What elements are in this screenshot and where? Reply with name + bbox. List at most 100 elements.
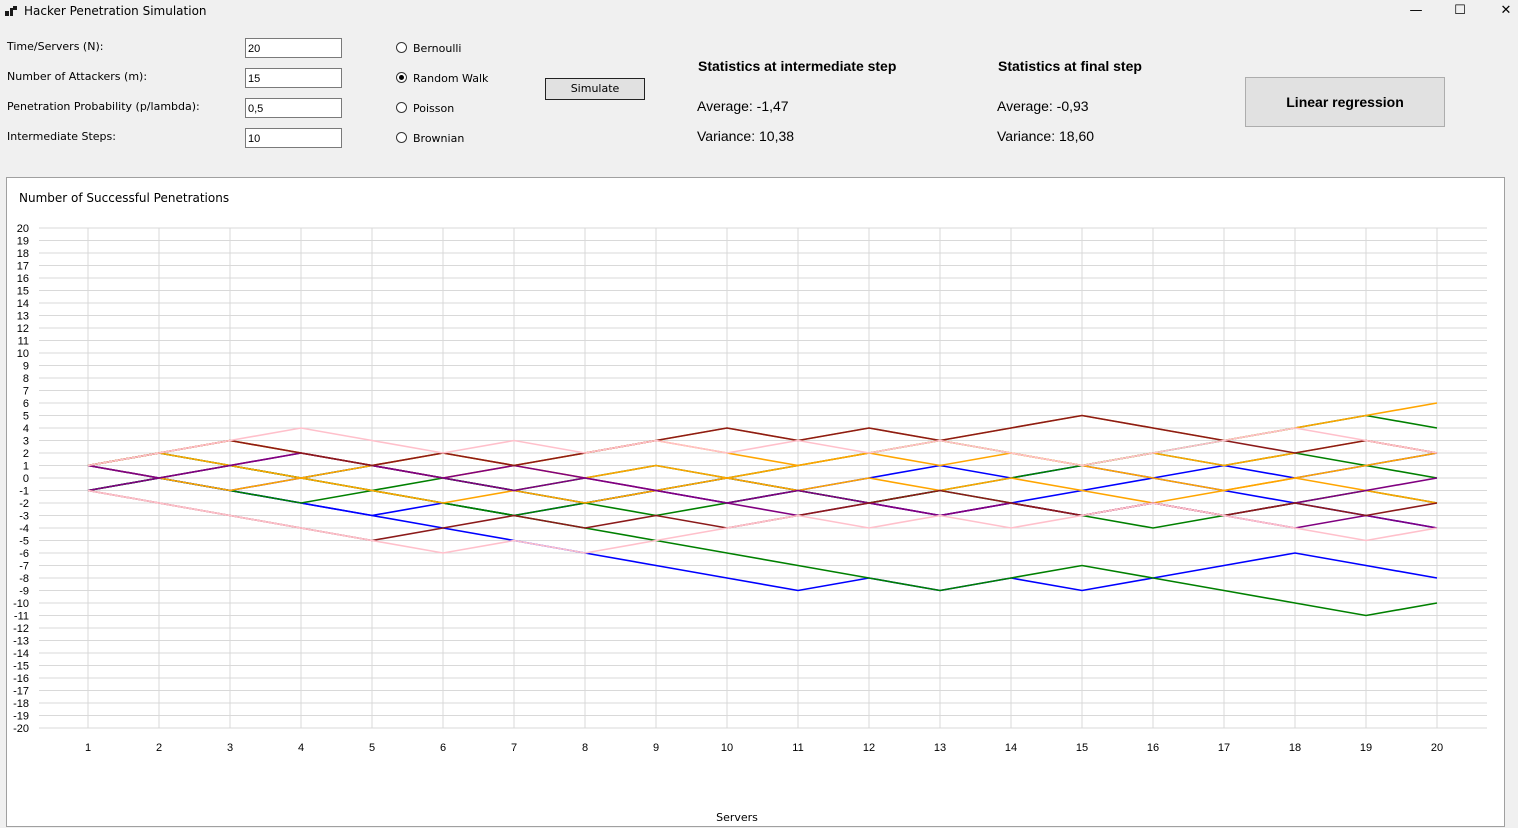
radio-brownian[interactable]: Brownian <box>396 132 464 145</box>
y-tick-label: 9 <box>23 361 29 373</box>
intermediate-stats-title: Statistics at intermediate step <box>698 58 897 74</box>
probability-input[interactable] <box>245 98 342 118</box>
y-tick-label: 7 <box>23 386 29 398</box>
close-button[interactable]: ✕ <box>1500 3 1512 18</box>
time-servers-label: Time/Servers (N): <box>7 40 104 53</box>
steps-input[interactable] <box>245 128 342 148</box>
series-line <box>87 452 1438 492</box>
y-tick-label: -7 <box>19 561 29 573</box>
x-tick-label: 12 <box>863 742 875 754</box>
y-tick-label: 6 <box>23 398 29 410</box>
y-tick-label: 18 <box>17 248 29 260</box>
x-tick-label: 13 <box>934 742 946 754</box>
y-tick-label: -14 <box>13 648 29 660</box>
title-bar: Hacker Penetration Simulation — ☐ ✕ <box>0 0 1518 24</box>
radio-poisson[interactable]: Poisson <box>396 102 454 115</box>
y-tick-label: 10 <box>17 348 29 360</box>
radio-label: Poisson <box>413 102 455 115</box>
y-tick-label: 3 <box>23 436 29 448</box>
final-average: Average: -0,93 <box>997 98 1089 114</box>
radio-label: Random Walk <box>413 72 489 85</box>
y-tick-label: -20 <box>13 723 29 735</box>
y-tick-label: -8 <box>19 573 29 585</box>
attackers-label: Number of Attackers (m): <box>7 70 148 83</box>
final-stats-title: Statistics at final step <box>998 58 1142 74</box>
x-tick-label: 5 <box>369 742 375 754</box>
x-tick-label: 8 <box>582 742 588 754</box>
y-tick-label: -17 <box>13 686 29 698</box>
y-tick-label: -15 <box>13 661 29 673</box>
steps-label: Intermediate Steps: <box>7 130 116 143</box>
series-line <box>87 427 1438 467</box>
y-tick-label: -10 <box>13 598 29 610</box>
minimize-button[interactable]: — <box>1409 3 1423 18</box>
x-tick-label: 6 <box>440 742 446 754</box>
radio-selected-icon <box>396 72 407 83</box>
y-tick-label: -6 <box>19 548 29 560</box>
radio-bernoulli[interactable]: Bernoulli <box>396 42 462 55</box>
final-variance: Variance: 18,60 <box>997 128 1095 144</box>
x-tick-label: 20 <box>1431 742 1443 754</box>
y-tick-label: 11 <box>18 336 29 348</box>
y-tick-label: -13 <box>13 636 29 648</box>
app-icon <box>5 6 17 18</box>
penetration-chart: -20-19-18-17-16-15-14-13-12-11-10-9-8-7-… <box>13 191 1487 824</box>
series-line <box>87 464 1438 504</box>
y-tick-label: -16 <box>13 673 29 685</box>
y-tick-label: 5 <box>23 411 29 423</box>
radio-circle-icon <box>396 42 407 53</box>
probability-label: Penetration Probability (p/lambda): <box>7 100 200 113</box>
x-tick-label: 10 <box>721 742 733 754</box>
x-tick-label: 17 <box>1218 742 1230 754</box>
chart-title: Number of Successful Penetrations <box>19 191 229 205</box>
y-tick-label: -18 <box>13 698 29 710</box>
y-tick-label: 4 <box>23 423 29 435</box>
y-tick-label: -1 <box>19 486 29 498</box>
x-tick-label: 15 <box>1076 742 1088 754</box>
y-tick-label: -3 <box>19 511 29 523</box>
y-tick-label: -19 <box>13 711 29 723</box>
x-tick-label: 1 <box>85 742 91 754</box>
y-tick-label: 8 <box>23 373 29 385</box>
x-axis-label: Servers <box>716 811 758 824</box>
radio-label: Bernoulli <box>413 42 462 55</box>
radio-circle-icon <box>396 132 407 143</box>
intermediate-average: Average: -1,47 <box>697 98 789 114</box>
y-tick-label: 2 <box>23 448 29 460</box>
chart-panel: -20 -19 -18 -17 -16 -15 -14 -13 -12 -11 -10 -9 -8 -7-… <box>6 177 1505 827</box>
y-tick-label: 20 <box>17 223 29 235</box>
attackers-input[interactable] <box>245 68 342 88</box>
y-tick-label: -12 <box>13 623 29 635</box>
x-tick-label: 7 <box>511 742 517 754</box>
series-line <box>87 414 1438 467</box>
y-tick-label: 15 <box>17 286 29 298</box>
x-tick-label: 3 <box>227 742 233 754</box>
simulate-button[interactable]: Simulate <box>545 78 645 100</box>
x-tick-label: 16 <box>1147 742 1159 754</box>
x-tick-label: 14 <box>1005 742 1017 754</box>
y-tick-label: -5 <box>19 536 29 548</box>
x-tick-label: 11 <box>792 742 803 754</box>
y-tick-label: 14 <box>17 298 29 310</box>
series-line <box>87 477 1438 592</box>
series-line <box>87 489 1438 554</box>
y-tick-label: -4 <box>19 523 29 535</box>
y-tick-label: 16 <box>17 273 29 285</box>
y-tick-label: 12 <box>17 323 29 335</box>
x-tick-label: 18 <box>1289 742 1301 754</box>
y-tick-label: 0 <box>23 473 29 485</box>
linear-regression-button[interactable]: Linear regression <box>1245 77 1445 127</box>
x-tick-label: 2 <box>156 742 162 754</box>
y-tick-label: -2 <box>19 498 29 510</box>
radio-random-walk[interactable]: Random Walk <box>396 72 488 85</box>
y-tick-label: 17 <box>17 261 29 273</box>
y-tick-label: 19 <box>17 236 29 248</box>
intermediate-variance: Variance: 10,38 <box>697 128 795 144</box>
maximize-button[interactable]: ☐ <box>1454 3 1466 18</box>
x-tick-label: 19 <box>1360 742 1372 754</box>
y-tick-label: -11 <box>14 611 29 623</box>
y-tick-label: -9 <box>19 586 29 598</box>
time-servers-input[interactable] <box>245 38 342 58</box>
series-line <box>87 477 1438 617</box>
x-tick-label: 9 <box>653 742 659 754</box>
